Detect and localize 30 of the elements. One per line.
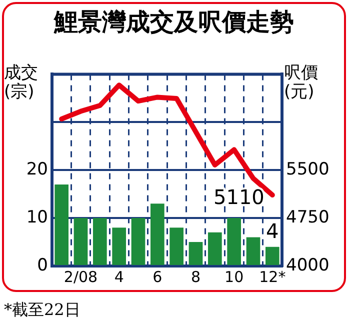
bar — [74, 218, 88, 265]
bar — [54, 184, 69, 265]
y2-tick-label: 4750 — [286, 207, 330, 228]
y-tick-label: 20 — [26, 160, 48, 180]
bar — [208, 232, 222, 265]
data-label: 5110 — [214, 185, 264, 210]
bar — [265, 246, 280, 265]
bar — [246, 237, 260, 265]
x-tick-label: 6 — [152, 268, 162, 286]
y-axis-title: 成交(宗) — [4, 63, 38, 102]
bar — [112, 228, 126, 265]
bar — [92, 218, 107, 265]
bar — [170, 228, 184, 265]
bar — [227, 218, 242, 265]
bar — [188, 242, 203, 265]
x-tick-label: 2/08 — [64, 268, 98, 286]
bar — [131, 218, 146, 265]
x-tick-label: 10 — [224, 268, 244, 286]
y-tick-label: 0 — [37, 255, 48, 276]
y-tick-label: 10 — [26, 207, 48, 228]
chart-title: 鯉景灣成交及呎價走勢 — [52, 7, 295, 38]
y2-axis-title: 呎價(元) — [284, 63, 318, 102]
y2-tick-label: 4000 — [286, 255, 330, 276]
y2-tick-label: 5500 — [286, 160, 330, 180]
x-tick-label: 12* — [259, 268, 286, 286]
x-tick-label: 4 — [114, 268, 124, 286]
x-tick-label: 8 — [190, 268, 201, 286]
data-label: 4 — [266, 219, 279, 244]
bar — [150, 204, 164, 265]
text: *截至22日 — [4, 300, 80, 321]
